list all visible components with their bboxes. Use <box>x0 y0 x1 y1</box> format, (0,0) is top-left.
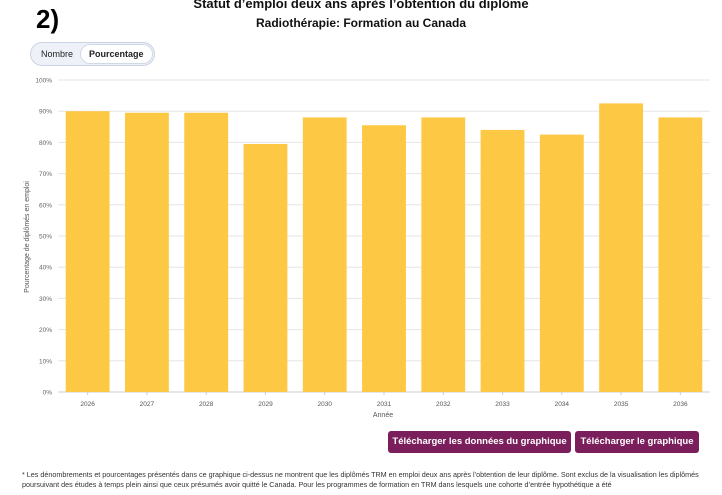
x-tick-label: 2034 <box>555 401 570 408</box>
bar-2027[interactable] <box>124 112 169 392</box>
x-tick-label: 2030 <box>317 401 332 408</box>
x-tick-label: 2026 <box>80 401 95 408</box>
x-tick-label: 2036 <box>673 401 688 408</box>
chart-title: Statut d’emploi deux ans après l’obtenti… <box>193 0 529 11</box>
bars <box>65 103 703 393</box>
y-tick-label: 60% <box>39 202 52 209</box>
y-tick-label: 70% <box>39 171 52 178</box>
y-axis-label: Pourcentage de diplômés en emploi <box>24 181 31 293</box>
x-tick-label: 2033 <box>495 401 510 408</box>
x-axis-label: Année <box>373 412 393 419</box>
toggle-option-count[interactable]: Nombre <box>41 49 74 59</box>
bar-chart: 0%10%20%30%40%50%60%70%80%90%100% 2026 20… <box>24 78 710 419</box>
x-tick-label: 2028 <box>199 401 214 408</box>
y-tick-label: 50% <box>39 234 52 241</box>
y-tick-label: 0% <box>43 390 53 397</box>
y-tick-label: 80% <box>39 140 52 147</box>
y-tick-label: 90% <box>39 109 52 116</box>
bar-2031[interactable] <box>362 125 406 393</box>
y-tick-label: 40% <box>39 265 52 272</box>
x-tick-label: 2035 <box>614 401 629 408</box>
unit-toggle: Nombre Pourcentage <box>30 42 155 66</box>
y-tick-label: 30% <box>39 296 52 303</box>
x-tick-label: 2032 <box>436 401 451 408</box>
download-data-button[interactable]: Télécharger les données du graphique <box>388 431 571 453</box>
x-tick-label: 2029 <box>258 401 273 408</box>
y-axis-ticks: 0% 10% 20% 30% 40% 50% 60% 70% 80% 90% 100% <box>35 78 52 397</box>
bar-2035[interactable] <box>599 103 644 393</box>
download-chart-button[interactable]: Télécharger le graphique <box>575 431 699 453</box>
y-tick-label: 20% <box>39 327 52 334</box>
bar-2029[interactable] <box>243 143 288 392</box>
bar-2030[interactable] <box>302 117 347 392</box>
y-tick-label: 100% <box>35 78 52 85</box>
y-tick-label: 10% <box>39 358 52 365</box>
footnote: * Les dénombrements et pourcentages prés… <box>22 470 699 489</box>
chart-subtitle: Radiothérapie: Formation au Canada <box>255 16 467 30</box>
x-axis-ticks: 2026 2027 2028 2029 2030 2031 2032 2033 2034 2035… <box>80 392 688 408</box>
bar-2026[interactable] <box>65 111 110 392</box>
x-tick-label: 2027 <box>140 401 155 408</box>
bar-2032[interactable] <box>421 117 466 392</box>
bar-2036[interactable] <box>658 117 703 392</box>
toggle-option-percent[interactable]: Pourcentage <box>81 45 152 63</box>
bar-2033[interactable] <box>480 129 525 393</box>
bar-2034[interactable] <box>539 134 584 392</box>
bar-2028[interactable] <box>184 112 229 392</box>
x-tick-label: 2031 <box>377 401 392 408</box>
step-label: 2) <box>36 4 60 34</box>
